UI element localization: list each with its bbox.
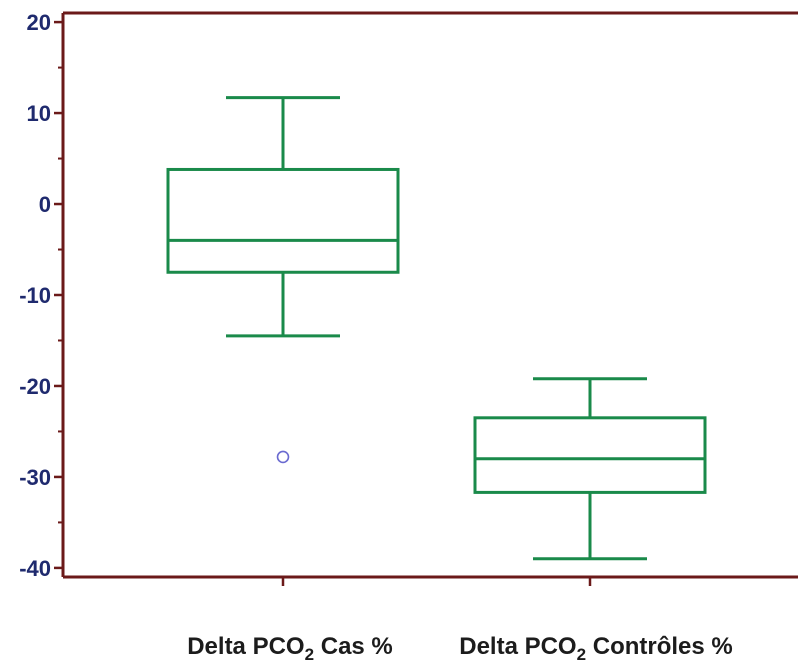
y-tick-label: 20 [27, 10, 51, 35]
y-tick-label: -10 [19, 283, 51, 308]
box-iqr [473, 416, 707, 494]
axes [61, 11, 798, 586]
box-plot-2 [473, 377, 707, 561]
category-labels: Delta PCO2 Cas % Delta PCO2 Contrôles % [187, 633, 733, 664]
y-axis-ticks: 20 10 0 -10 -20 -30 -40 [19, 10, 63, 581]
box-series [166, 96, 707, 561]
y-tick-label: -30 [19, 465, 51, 490]
category-label: Delta PCO2 Cas % [187, 633, 393, 664]
y-tick-label: -20 [19, 374, 51, 399]
y-tick-label: 10 [27, 101, 51, 126]
box-iqr [166, 167, 400, 274]
y-tick-label: -40 [19, 556, 51, 581]
y-tick-label: 0 [39, 192, 51, 217]
box-plot-1 [166, 96, 400, 464]
category-label: Delta PCO2 Contrôles % [459, 633, 733, 664]
outlier-point [276, 450, 290, 464]
